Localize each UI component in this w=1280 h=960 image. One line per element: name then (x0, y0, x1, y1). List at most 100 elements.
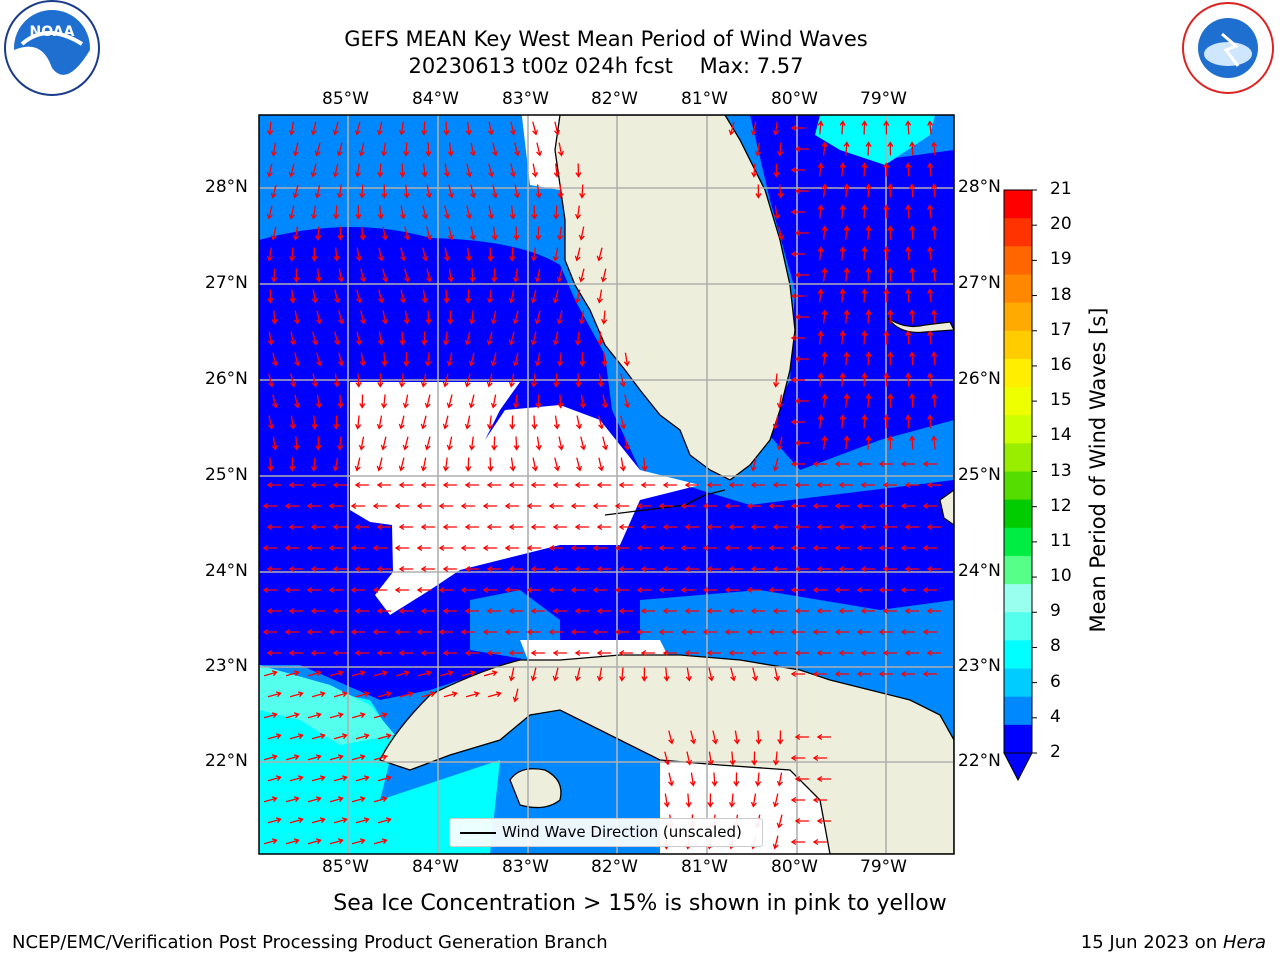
wind-wave-arrow (334, 331, 341, 346)
wind-wave-arrow (724, 502, 739, 510)
colorbar-tick-label: 12 (1050, 495, 1072, 516)
wind-wave-arrow (548, 544, 563, 552)
wind-wave-arrow (750, 121, 757, 136)
wind-wave-arrow (575, 331, 582, 346)
wind-wave-arrow (377, 733, 392, 740)
wind-wave-arrow (294, 352, 301, 367)
wind-wave-arrow (724, 586, 739, 594)
wind-wave-arrow (424, 436, 431, 451)
wind-wave-arrow (878, 628, 893, 636)
wind-wave-arrow (271, 436, 278, 451)
wind-wave-arrow (596, 523, 611, 531)
wind-wave-arrow (289, 733, 304, 740)
wind-wave-arrow (442, 565, 457, 573)
wind-wave-arrow (887, 183, 894, 198)
wind-wave-arrow (618, 607, 633, 615)
wind-wave-arrow (772, 607, 787, 615)
lat-tick-left: 28°N (205, 177, 248, 197)
colorbar-segment (1004, 584, 1032, 613)
wind-wave-arrow (878, 460, 893, 468)
wind-wave-arrow (596, 649, 611, 657)
wind-wave-arrow (580, 436, 587, 451)
wind-wave-arrow (882, 523, 897, 531)
wind-wave-arrow (446, 352, 453, 367)
wind-wave-arrow (373, 754, 388, 761)
wind-wave-arrow (750, 457, 757, 472)
wind-wave-arrow (817, 120, 824, 135)
wind-wave-arrow (486, 523, 501, 531)
wind-wave-arrow (469, 268, 476, 283)
wind-wave-arrow (288, 205, 295, 220)
wind-wave-arrow (640, 565, 655, 573)
wind-wave-arrow (812, 754, 827, 762)
wind-wave-arrow (905, 330, 912, 345)
wind-wave-arrow (460, 586, 475, 594)
wind-wave-arrow (290, 331, 297, 346)
wind-wave-arrow (821, 309, 828, 324)
wind-wave-arrow (552, 565, 567, 573)
wind-wave-arrow (438, 586, 453, 594)
wind-wave-arrow (728, 565, 743, 573)
wind-wave-arrow (289, 691, 304, 698)
wind-wave-arrow (420, 415, 427, 430)
wind-wave-arrow (821, 225, 828, 240)
map-frame (258, 114, 955, 855)
lon-tick-top: 80°W (771, 89, 818, 109)
wind-wave-arrow (399, 331, 406, 346)
wind-wave-arrow (640, 481, 655, 489)
wind-wave-arrow (262, 586, 277, 594)
wind-wave-arrow (531, 247, 537, 262)
wind-wave-arrow (620, 415, 627, 430)
wind-wave-arrow (535, 226, 542, 241)
wind-wave-arrow (350, 628, 365, 636)
wind-wave-arrow (861, 120, 868, 135)
wind-wave-arrow (680, 586, 695, 594)
wind-wave-arrow (856, 502, 871, 510)
lat-tick-right: 22°N (958, 751, 1001, 771)
wind-wave-arrow (790, 166, 805, 174)
wind-wave-arrow (596, 247, 603, 262)
wind-wave-arrow (425, 352, 432, 367)
wind-wave-arrow (310, 523, 325, 531)
wind-wave-arrow (618, 523, 633, 531)
wind-wave-arrow (790, 586, 805, 594)
wind-wave-arrow (333, 733, 348, 740)
wind-wave-arrow (598, 415, 605, 430)
wind-wave-arrow (381, 394, 388, 409)
wind-wave-arrow (461, 670, 476, 677)
colorbar-tick-label: 20 (1050, 214, 1072, 235)
wind-wave-arrow (487, 121, 494, 136)
wind-wave-arrow (624, 436, 631, 451)
wind-wave-arrow (794, 523, 809, 531)
wind-wave-arrow (360, 310, 367, 325)
wind-wave-arrow (658, 628, 673, 636)
wind-wave-arrow (689, 772, 696, 787)
wind-wave-arrow (399, 205, 406, 220)
wind-wave-arrow (865, 225, 872, 240)
wind-wave-arrow (839, 372, 846, 387)
wind-wave-arrow (394, 586, 409, 594)
wind-wave-arrow (663, 667, 670, 682)
wind-wave-arrow (927, 246, 934, 261)
wind-wave-arrow (531, 457, 538, 472)
wind-wave-arrow (860, 607, 875, 615)
wind-wave-arrow (623, 352, 630, 367)
wind-wave-arrow (878, 670, 893, 678)
wind-wave-arrow (574, 649, 589, 657)
wind-wave-arrow (690, 730, 697, 745)
wind-wave-arrow (355, 205, 362, 220)
wind-wave-arrow (338, 310, 345, 325)
wind-wave-arrow (267, 121, 274, 136)
wind-wave-arrow (351, 796, 366, 803)
wind-wave-arrow (422, 205, 429, 220)
wind-wave-arrow (351, 670, 366, 677)
wind-wave-arrow (267, 691, 282, 698)
wind-wave-arrow (510, 121, 517, 136)
wind-wave-arrow (557, 184, 564, 199)
wind-wave-arrow (307, 712, 322, 719)
wind-wave-arrows (262, 120, 941, 850)
wind-wave-arrow (443, 121, 450, 136)
wind-wave-arrow (843, 435, 850, 450)
wind-wave-arrow (491, 226, 498, 241)
wind-wave-arrow (400, 247, 407, 262)
